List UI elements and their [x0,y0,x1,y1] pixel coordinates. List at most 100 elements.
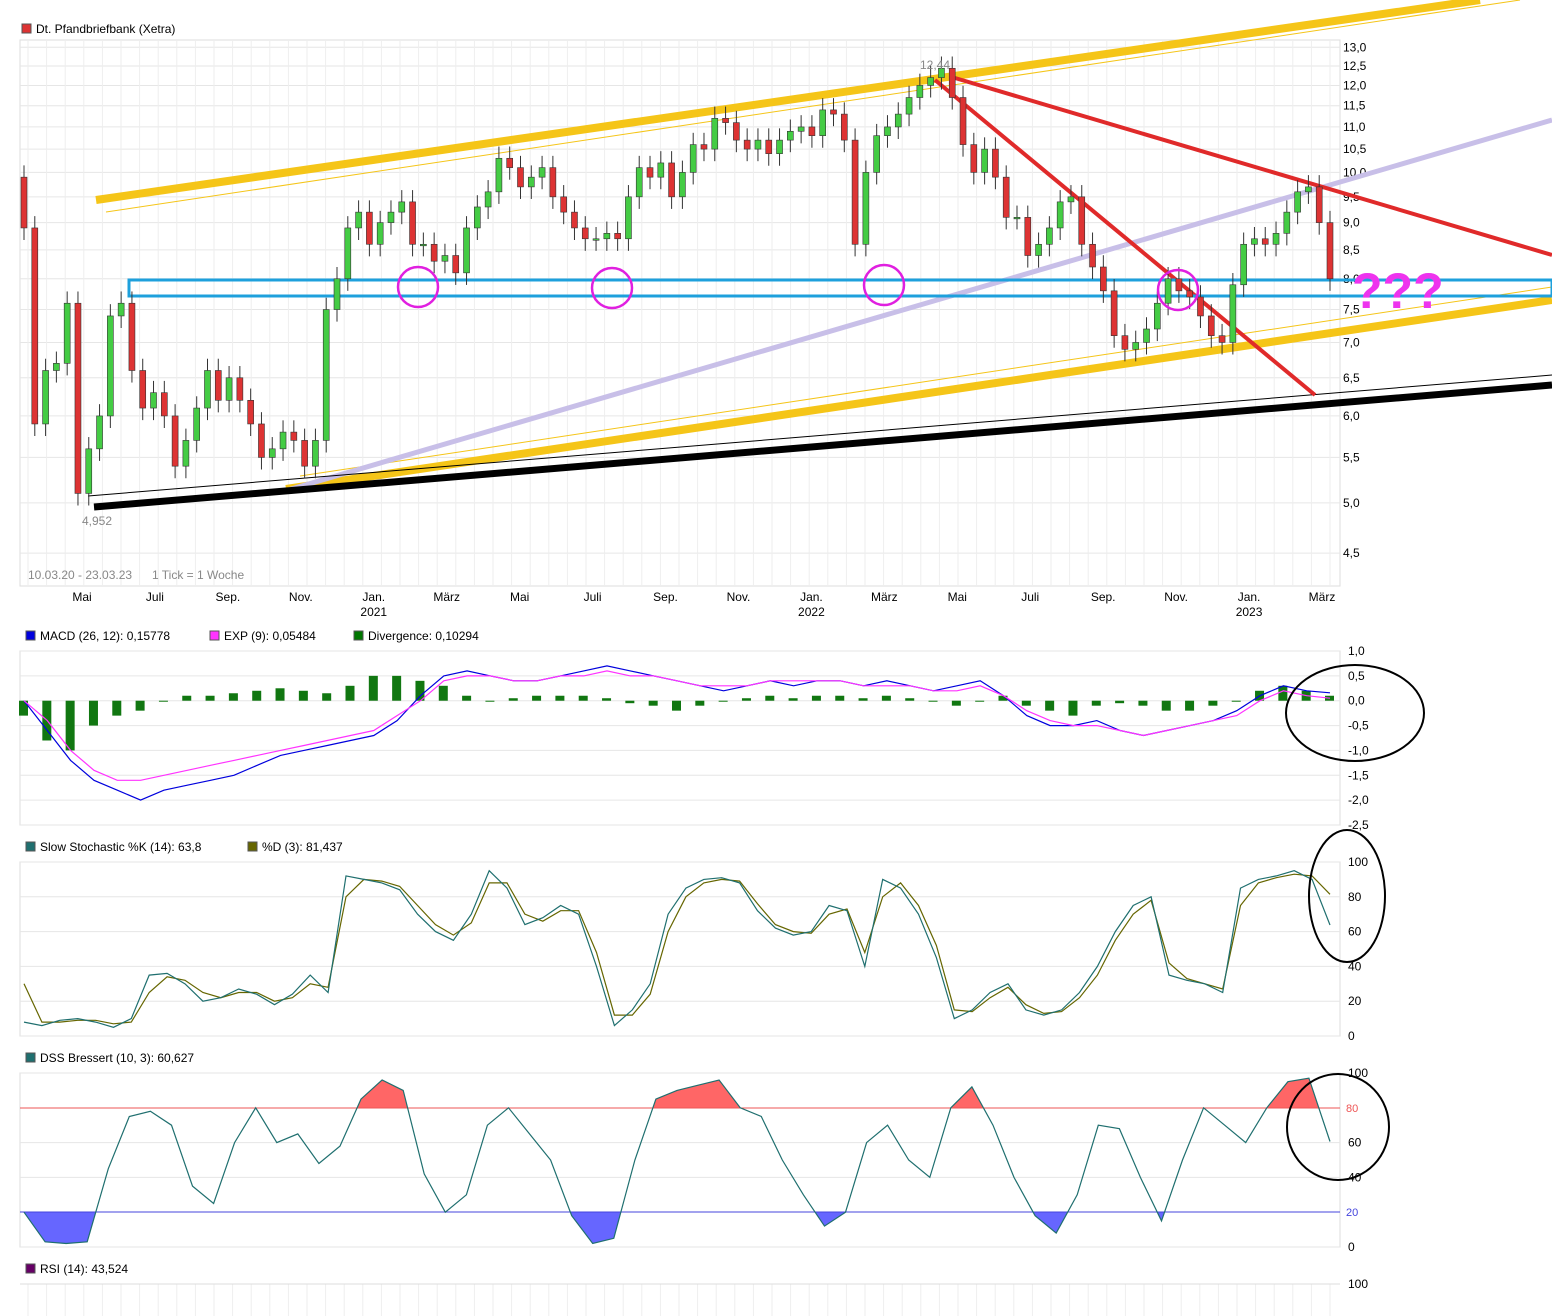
candle-up [322,309,330,441]
candle-up [344,227,352,280]
dss-oversold-fill [570,1212,621,1244]
divergence-bar [672,700,681,711]
candle-up [603,233,611,240]
candle-down [840,113,848,141]
candle-down [959,97,967,145]
divergence-bar [19,700,28,716]
candle-down [31,227,39,425]
divergence-bar [951,700,961,706]
stoch-plot-area [19,861,1341,1037]
candle-down [214,370,222,401]
x-axis-month-label: Mai [948,590,967,604]
candle-up [85,448,93,494]
stoch-k-legend: Slow Stochastic %K (14): 63,8 [40,840,202,854]
candle-down [1326,222,1334,280]
candle-down [851,139,859,245]
divergence-bar [88,700,98,726]
divergence-bar [182,695,192,701]
x-axis-month-label: Sep. [1091,590,1116,604]
candle-up [1046,227,1053,245]
dss-level-80-label: 80 [1346,1103,1358,1115]
candle-down [733,122,740,141]
range-note: 10.03.20 - 23.03.23 [28,568,132,582]
candle-up [398,201,406,213]
dss-overbought-fill [950,1086,984,1108]
x-axis-month-label: Nov. [1164,590,1188,604]
candle-up [1154,302,1161,330]
candle-down [74,302,82,494]
dss-legend-swatch [25,1052,36,1063]
candle-down [560,196,567,213]
black-support-line [93,381,1552,511]
divergence-bar [508,698,518,701]
candle-down [1186,290,1193,298]
candle-up [376,222,384,245]
candle-up [484,191,492,208]
divergence-bar [112,700,122,716]
price-y-tick: 9,0 [1343,216,1360,230]
price-y-tick: 12,0 [1343,78,1367,92]
divergence-bar [462,695,472,701]
divergence-bar [625,700,635,704]
stoch-k-legend-swatch [25,841,36,852]
divergence-bar [928,700,938,702]
candle-up [441,255,449,262]
candle-down [668,162,675,198]
divergence-bar [1231,700,1241,702]
candle-up [193,407,200,441]
divergence-bar [811,695,821,701]
dss-oversold-fill [1157,1212,1165,1221]
price-y-tick: 12,5 [1343,59,1367,73]
x-axis-month-label: Nov. [289,590,313,604]
dss-overbought-fill [652,1080,741,1108]
candle-up [1283,211,1291,234]
candle-down [992,148,999,178]
candle-up [938,67,945,78]
candle-up [787,130,794,141]
stoch-y-axis: 100 80 60 40 20 0 [1348,855,1368,1043]
price-y-tick: 7,0 [1343,335,1360,349]
price-legend: Dt. Pfandbriefbank (Xetra) [36,22,175,36]
candle-up [279,431,287,450]
divergence-bar [858,698,868,701]
price-plot-area [19,39,1341,587]
candle-up [884,126,891,136]
price-y-axis: 13,012,512,011,511,010,510,09,59,08,58,0… [1343,40,1367,560]
candle-up [873,135,880,173]
candle-up [1229,284,1237,343]
x-axis-month-label: Mai [510,590,529,604]
x-axis-year-label: 2022 [798,605,825,619]
candle-down [1100,266,1107,292]
candle-up [1035,243,1042,256]
candle-up [53,363,60,371]
candle-down [452,255,460,274]
divergence-bar [695,700,705,706]
price-candles [20,56,1334,506]
divergence-bar [1185,700,1195,711]
marker-circle-3 [862,263,906,307]
divergence-bar [1161,700,1171,711]
macd-legend-swatch [25,630,36,641]
price-y-tick: 5,0 [1343,496,1360,510]
candle-down [765,139,773,154]
candle-up [96,415,103,450]
candle-up [1240,243,1247,286]
candle-up [1251,238,1258,245]
candle-up [1143,328,1150,343]
x-axis-labels: Mai Juli Sep. Nov. Jan. März Mai Juli Sep. Nov. Ja… [72,590,1335,619]
marker-circle-2 [590,266,634,310]
divergence-bar [648,700,658,706]
candle-down [1002,176,1010,218]
divergence-bar [322,693,332,701]
rsi-legend: RSI (14): 43,524 [40,1262,128,1276]
black-support-thin-line [87,374,1552,497]
divergence-bar [741,698,751,701]
divergence-bar [1045,700,1055,711]
candle-down [1121,335,1129,350]
price-y-tick: 11,0 [1343,120,1366,134]
candle-up [225,377,233,401]
candle-down [646,167,654,178]
divergence-bar [881,695,891,701]
macd-y-axis: 1,0 0,5 0,0 -0,5 -1,0 -1,5 -2,0 -2,5 [1348,644,1369,832]
candle-up [905,97,913,115]
